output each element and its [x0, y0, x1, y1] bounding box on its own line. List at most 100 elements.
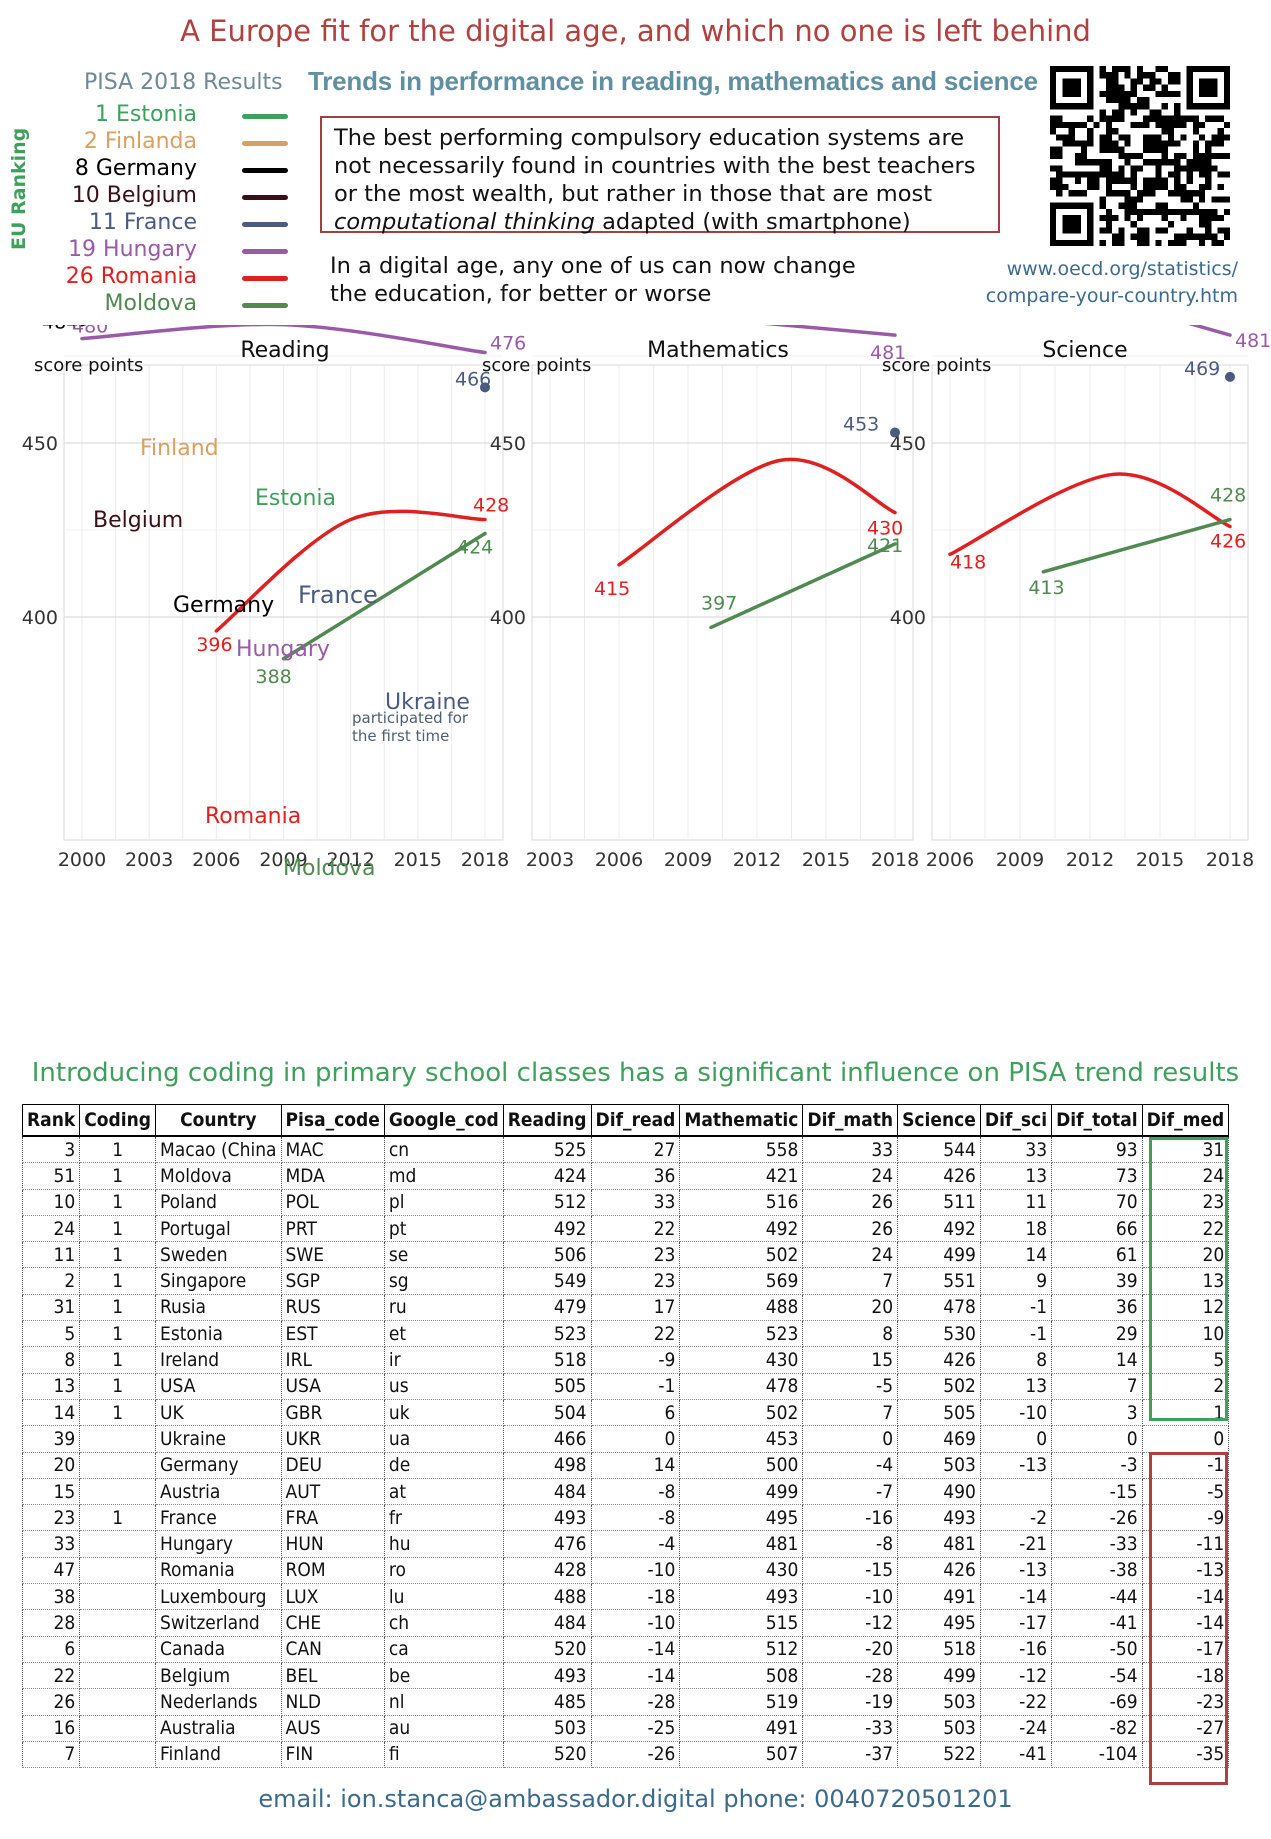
table-row[interactable]: 22 Belgium BEL be 493 -14 508 -28 499 -12 -54 -18 [21, 1662, 1230, 1690]
table-cell: -33 [1051, 1530, 1143, 1558]
table-cell: 1 [79, 1294, 157, 1322]
table-cell: NLD [280, 1688, 385, 1716]
data-label: 453 [843, 414, 879, 436]
table-row[interactable]: 13 1 USA USA us 505 -1 478 -5 502 13 7 2 [21, 1373, 1230, 1400]
table-cell: 0 [979, 1425, 1053, 1453]
data-label: 481 [870, 342, 906, 364]
table-row[interactable]: 2 1 Singapore SGP sg 549 23 569 7 551 9 39 13 [21, 1267, 1230, 1295]
column-header[interactable]: Mathematic [679, 1104, 804, 1137]
table-cell: 17 [590, 1294, 681, 1322]
table-cell: -5 [1141, 1478, 1230, 1506]
table-row[interactable]: 7 Finland FIN fi 520 -26 507 -37 522 -41 -104 -35 [21, 1741, 1230, 1769]
table-row[interactable]: 6 Canada CAN ca 520 -14 512 -20 518 -16 -50 -17 [21, 1636, 1230, 1663]
table-row[interactable]: 26 Nederlands NLD nl 485 -28 519 -19 503 -22 -69 -2… [21, 1688, 1230, 1716]
table-cell: 481 [679, 1530, 804, 1558]
table-cell: -1 [590, 1373, 681, 1400]
table-cell: -13 [979, 1452, 1053, 1479]
table-cell: -54 [1051, 1662, 1143, 1690]
column-header[interactable]: Dif_total [1051, 1104, 1143, 1137]
table-cell: 26 [802, 1189, 899, 1216]
table-cell: -19 [802, 1688, 899, 1716]
table-cell: 23 [21, 1504, 81, 1532]
table-cell: 6 [21, 1636, 81, 1663]
column-header[interactable]: Google_cod [383, 1104, 504, 1137]
table-row[interactable]: 10 1 Poland POL pl 512 33 516 26 511 11 70 23 [21, 1189, 1230, 1216]
table-row[interactable]: 15 Austria AUT at 484 -8 499 -7 490 -15 -5 [21, 1478, 1230, 1506]
table-row[interactable]: 51 1 Moldova MDA md 424 36 421 24 426 13 73 24 [21, 1162, 1230, 1190]
table-row[interactable]: 16 Australia AUS au 503 -25 491 -33 503 -24 -82 -27 [21, 1715, 1230, 1742]
table-cell: -10 [590, 1609, 681, 1637]
column-header[interactable]: Dif_math [802, 1104, 899, 1137]
table-cell: 1 [79, 1267, 157, 1295]
quote-line: or the most wealth, but rather in those … [334, 181, 933, 207]
table-cell: 466 [502, 1425, 592, 1453]
table-row[interactable]: 24 1 Portugal PRT pt 492 22 492 26 492 18 66 22 [21, 1215, 1230, 1243]
column-header[interactable]: Pisa_code [280, 1104, 385, 1137]
chart-annotation: the first time [352, 727, 449, 745]
table-cell: Ireland [155, 1346, 282, 1374]
table-cell: 495 [897, 1609, 981, 1637]
table-cell: Austria [155, 1478, 282, 1506]
table-cell: 24 [802, 1241, 899, 1269]
column-header[interactable]: Country [155, 1104, 282, 1137]
pisa-results-label: PISA 2018 Results [84, 70, 283, 95]
table-cell: FIN [280, 1741, 385, 1769]
column-header[interactable]: Rank [21, 1104, 81, 1137]
column-header[interactable]: Dif_read [590, 1104, 681, 1137]
table-cell [79, 1662, 157, 1690]
column-header[interactable]: Dif_sci [979, 1104, 1053, 1137]
y-tick-label: 450 [490, 433, 526, 455]
table-cell: -5 [802, 1373, 899, 1400]
x-tick-label: 2000 [58, 849, 106, 871]
legend-item: 1 Estonia [42, 102, 292, 130]
column-header[interactable]: Coding [79, 1104, 157, 1137]
series-line-hungary [764, 325, 897, 337]
table-cell: 33 [979, 1136, 1053, 1164]
table-cell: 551 [897, 1267, 981, 1295]
table-cell: 14 [979, 1241, 1053, 1269]
table-cell: nl [383, 1688, 504, 1716]
table-cell: 530 [897, 1320, 981, 1348]
chart-panel-mathematics: 400450500550200320062009201220152018Math… [482, 325, 919, 871]
table-row[interactable]: 11 1 Sweden SWE se 506 23 502 24 499 14 61 20 [21, 1241, 1230, 1269]
table-cell: 13 [979, 1162, 1053, 1190]
table-cell: 7 [21, 1741, 81, 1769]
qr-code-icon[interactable] [1050, 66, 1230, 246]
table-row[interactable]: 14 1 UK GBR uk 504 6 502 7 505 -10 3 1 [21, 1399, 1230, 1427]
table-cell: -16 [979, 1636, 1053, 1663]
table-row[interactable]: 3 1 Macao (China MAC cn 525 27 558 33 544 33 93 31 [21, 1136, 1230, 1164]
table-row[interactable]: 33 Hungary HUN hu 476 -4 481 -8 481 -21 -33 -11 [21, 1530, 1230, 1558]
table-row[interactable]: 28 Switzerland CHE ch 484 -10 515 -12 495 -17 -41-… [21, 1609, 1230, 1637]
x-tick-label: 2018 [1206, 849, 1254, 871]
table-cell: 1 [79, 1346, 157, 1374]
table-cell: -8 [590, 1478, 681, 1506]
column-header[interactable]: Science [897, 1104, 981, 1137]
digital-age-text: In a digital age, any one of us can now … [330, 252, 930, 308]
table-cell: -41 [979, 1741, 1053, 1769]
table-cell: 36 [590, 1162, 681, 1190]
table-cell: -10 [802, 1583, 899, 1611]
table-cell: 492 [897, 1215, 981, 1243]
table-cell: 491 [897, 1583, 981, 1611]
table-cell: CAN [280, 1636, 385, 1663]
table-row[interactable]: 20 Germany DEU de 498 14 500 -4 503 -13 -3 -1 [21, 1452, 1230, 1479]
y-tick-label: 400 [890, 607, 926, 629]
table-cell: 61 [1051, 1241, 1143, 1269]
table-cell: Canada [155, 1636, 282, 1663]
table-cell: 493 [897, 1504, 981, 1532]
table-row[interactable]: 31 1 Rusia RUS ru 479 17 488 20 478 -1 36 12 [21, 1294, 1230, 1322]
table-cell: 28 [21, 1609, 81, 1637]
table-row[interactable]: 39 Ukraine UKR ua 466 0 453 0 469 0 0 0 [21, 1425, 1230, 1453]
column-header[interactable]: Dif_med [1141, 1104, 1230, 1137]
table-cell: -15 [1051, 1478, 1143, 1506]
table-row[interactable]: 23 1 France FRA fr 493 -8 495 -16 493 -2 -26 -9 [21, 1504, 1230, 1532]
table-cell: et [383, 1320, 504, 1348]
table-row[interactable]: 8 1 Ireland IRL ir 518 -9 430 15 426 8 14 5 [21, 1346, 1230, 1374]
table-cell: 518 [502, 1346, 592, 1374]
table-cell: -9 [1141, 1504, 1230, 1532]
table-row[interactable]: 38 Luxembourg LUX lu 488 -18 493 -10 491 -14 -44 -1… [21, 1583, 1230, 1611]
table-row[interactable]: 47 Romania ROM ro 428 -10 430 -15 426 -13 -38 -13 [21, 1557, 1230, 1585]
oecd-link[interactable]: www.oecd.org/statistics/ compare-your-co… [960, 256, 1238, 310]
table-row[interactable]: 5 1 Estonia EST et 523 22 523 8 530 -1 29 10 [21, 1320, 1230, 1348]
column-header[interactable]: Reading [502, 1104, 592, 1137]
